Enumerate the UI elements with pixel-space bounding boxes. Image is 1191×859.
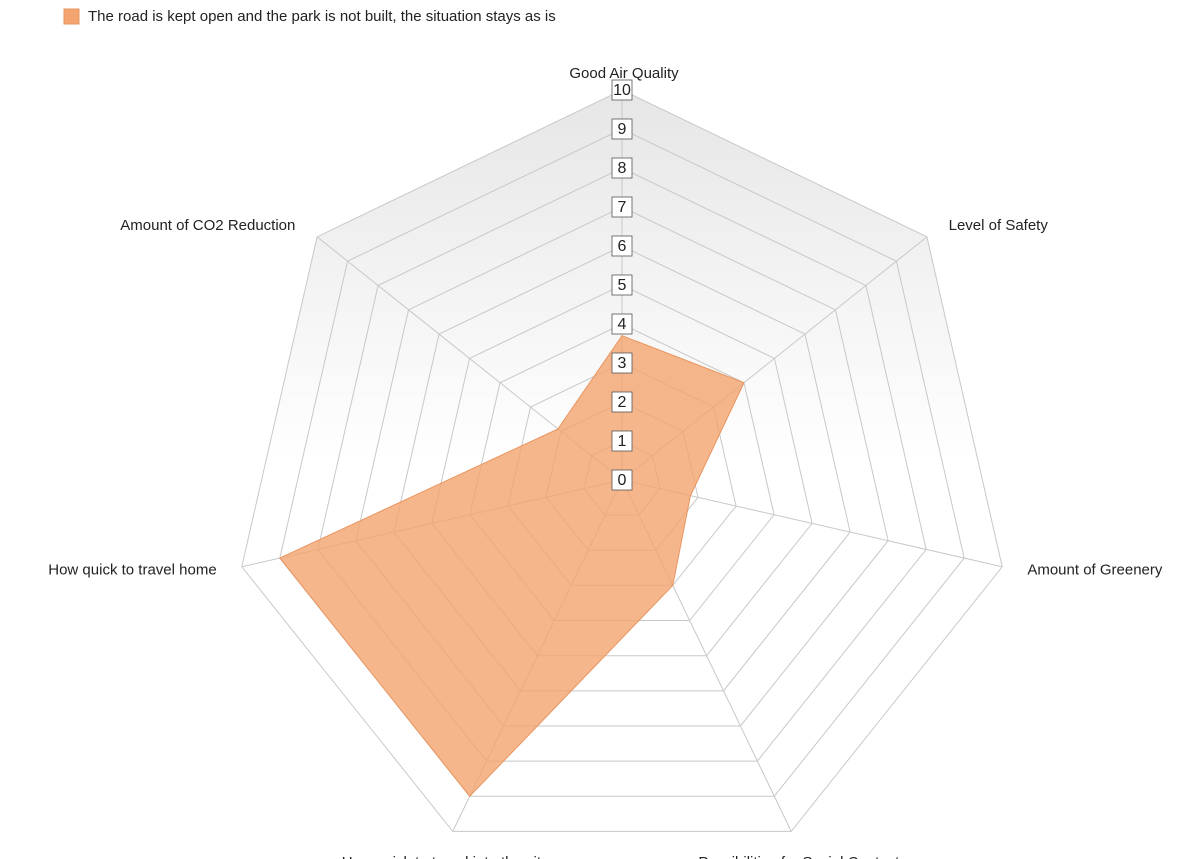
grid-line <box>355 206 889 727</box>
tick-box <box>611 157 633 179</box>
legend-label: The road is kept open and the park is no… <box>88 8 556 25</box>
tick-box <box>611 196 633 218</box>
y-tick-label: 7 <box>618 199 627 216</box>
y-tick-label: 3 <box>618 355 627 372</box>
y-tick-label: 1 <box>618 433 627 450</box>
axis-label: Possibilities for Social Contact <box>698 854 900 859</box>
y-tick-label: 2 <box>618 394 627 411</box>
axis-label: Amount of CO2 Reduction <box>120 217 295 234</box>
tick-box <box>611 430 633 452</box>
y-tick-label: 5 <box>618 277 627 294</box>
y-tick-label: 8 <box>618 160 627 177</box>
legend-swatch <box>63 8 80 25</box>
y-tick-label: 10 <box>613 82 631 99</box>
tick-box <box>611 352 633 374</box>
tick-box <box>611 118 633 140</box>
axis-label: Level of Safety <box>949 217 1049 234</box>
grid-line <box>431 284 813 657</box>
grid-line <box>317 167 927 762</box>
tick-box <box>611 274 633 296</box>
y-tick-label: 9 <box>618 121 627 138</box>
axis-label: Good Air Quality <box>569 65 679 82</box>
tick-box <box>611 79 633 101</box>
axis-label: How quick to travel home <box>48 562 216 579</box>
grid-line <box>393 245 851 692</box>
tick-box <box>611 469 633 491</box>
y-tick-label: 4 <box>618 316 627 333</box>
y-tick-label: 0 <box>618 472 627 489</box>
tick-box <box>611 391 633 413</box>
axis-label: How quick to travel into the city <box>342 854 549 859</box>
grid-line <box>241 89 1003 832</box>
axis-label: Amount of Greenery <box>1027 562 1163 579</box>
grid-line <box>279 128 965 797</box>
tick-box <box>611 313 633 335</box>
y-tick-label: 6 <box>618 238 627 255</box>
tick-box <box>611 235 633 257</box>
